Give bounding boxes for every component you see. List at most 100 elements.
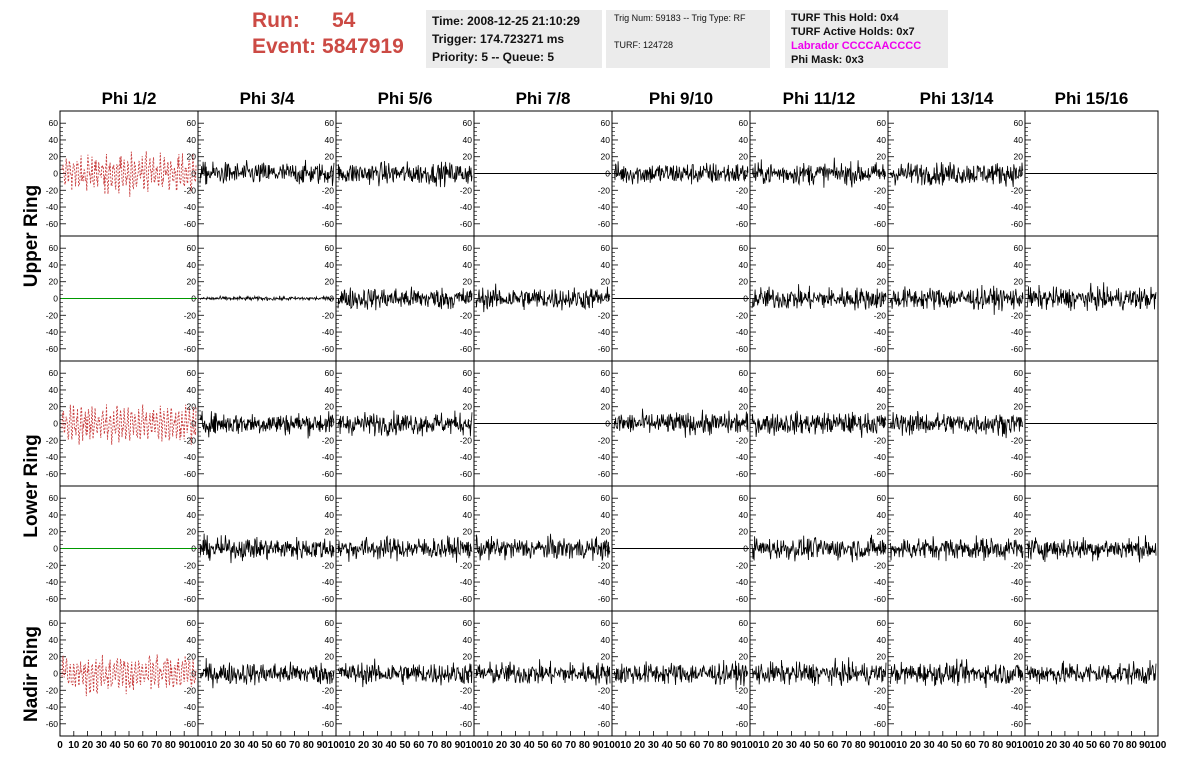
x-tick-label: 70 bbox=[1113, 740, 1125, 751]
y-tick-label: 40 bbox=[739, 260, 749, 270]
y-tick-label: -20 bbox=[598, 685, 611, 695]
y-tick-label: -20 bbox=[46, 435, 59, 445]
y-tick-label: -20 bbox=[184, 435, 197, 445]
x-tick-label: 60 bbox=[275, 740, 287, 751]
panel-r4-c7: 60 40 20 0 -20 -40 -60 bbox=[874, 485, 1026, 612]
column-title-6: Phi 11/12 bbox=[783, 89, 856, 108]
y-tick-label: -20 bbox=[322, 435, 335, 445]
panel-r1-c7: 60 40 20 0 -20 -40 -60 bbox=[874, 110, 1026, 237]
y-tick-label: 40 bbox=[1014, 385, 1024, 395]
y-tick-label: -60 bbox=[598, 469, 611, 479]
y-tick-label: 60 bbox=[49, 368, 59, 378]
x-tick-label: 90 bbox=[179, 740, 191, 751]
y-tick-label: 60 bbox=[877, 368, 887, 378]
panel-r2-c8: 60 40 20 0 -20 -40 -60 bbox=[1011, 235, 1159, 362]
y-tick-label: 0 bbox=[743, 544, 748, 554]
turf-text: TURF: 124728 bbox=[614, 40, 674, 50]
y-tick-label: 40 bbox=[739, 135, 749, 145]
x-tick-label: 10 bbox=[896, 740, 908, 751]
y-tick-label: 60 bbox=[187, 493, 197, 503]
x-tick-label: 90 bbox=[317, 740, 329, 751]
panel-frame bbox=[59, 110, 199, 237]
y-tick-label: -60 bbox=[184, 719, 197, 729]
waveform-trace bbox=[337, 658, 473, 688]
y-tick-label: 40 bbox=[1014, 135, 1024, 145]
panel-r1-c1: 60 40 20 0 -20 -40 -60 bbox=[46, 110, 199, 237]
waveform-trace bbox=[337, 535, 473, 563]
y-tick-label: 40 bbox=[325, 135, 335, 145]
ring-title-1: Upper Ring bbox=[21, 185, 42, 287]
y-tick-label: -60 bbox=[736, 719, 749, 729]
y-tick-label: 60 bbox=[463, 118, 473, 128]
y-tick-label: 60 bbox=[463, 493, 473, 503]
y-tick-label: -40 bbox=[322, 452, 335, 462]
y-tick-label: -40 bbox=[322, 577, 335, 587]
y-tick-label: 20 bbox=[601, 652, 611, 662]
y-tick-label: 0 bbox=[53, 419, 58, 429]
column-title-2: Phi 3/4 bbox=[240, 89, 295, 108]
y-tick-label: 40 bbox=[1014, 260, 1024, 270]
time-text: Time: 2008-12-25 21:10:29 bbox=[432, 14, 580, 28]
y-tick-label: -60 bbox=[1011, 719, 1024, 729]
y-tick-label: 60 bbox=[1014, 368, 1024, 378]
y-tick-label: -60 bbox=[1011, 594, 1024, 604]
labrador-text: Labrador CCCCAACCCC bbox=[791, 40, 922, 52]
y-tick-label: -20 bbox=[874, 685, 887, 695]
panel-r2-c5: 60 40 20 0 -20 -40 -60 bbox=[598, 235, 751, 362]
y-tick-label: 0 bbox=[743, 669, 748, 679]
y-tick-label: 60 bbox=[187, 118, 197, 128]
y-tick-label: 60 bbox=[49, 243, 59, 253]
y-tick-label: -40 bbox=[184, 577, 197, 587]
y-tick-label: -20 bbox=[1011, 685, 1024, 695]
y-tick-label: -60 bbox=[1011, 219, 1024, 229]
panel-r1-c6: 60 40 20 0 -20 -40 -60 bbox=[736, 110, 889, 237]
y-tick-label: 60 bbox=[739, 493, 749, 503]
y-tick-label: 0 bbox=[743, 419, 748, 429]
y-tick-label: 40 bbox=[187, 385, 197, 395]
panel-r5-c4: 60 40 20 0 -20 -40 -60 bbox=[460, 610, 613, 737]
panel-frame bbox=[887, 110, 1026, 237]
y-tick-label: -20 bbox=[736, 435, 749, 445]
panel-frame bbox=[335, 610, 475, 737]
column-title-1: Phi 1/2 bbox=[102, 89, 157, 108]
x-tick-label: 80 bbox=[303, 740, 315, 751]
x-tick-label: 50 bbox=[261, 740, 273, 751]
panel-r3-c4: 60 40 20 0 -20 -40 -60 bbox=[460, 360, 613, 487]
y-tick-label: 0 bbox=[467, 169, 472, 179]
y-tick-label: -40 bbox=[1011, 202, 1024, 212]
y-tick-label: 0 bbox=[467, 544, 472, 554]
y-tick-label: 20 bbox=[739, 277, 749, 287]
panel-r4-c3: 60 40 20 0 -20 -40 -60 bbox=[322, 485, 475, 612]
waveform-trace bbox=[751, 534, 887, 563]
panel-r2-c6: 60 40 20 0 -20 -40 -60 bbox=[736, 235, 889, 362]
waveform-trace bbox=[889, 410, 1024, 439]
x-tick-label: 10 bbox=[758, 740, 770, 751]
y-tick-label: 60 bbox=[877, 243, 887, 253]
y-tick-label: 40 bbox=[877, 635, 887, 645]
y-tick-label: -20 bbox=[874, 310, 887, 320]
y-tick-label: -60 bbox=[736, 219, 749, 229]
y-tick-label: -20 bbox=[874, 560, 887, 570]
y-tick-label: -40 bbox=[1011, 577, 1024, 587]
y-tick-label: 0 bbox=[605, 294, 610, 304]
y-tick-label: -20 bbox=[1011, 310, 1024, 320]
x-tick-label: 60 bbox=[1099, 740, 1111, 751]
x-tick-label: 90 bbox=[1139, 740, 1151, 751]
x-tick-label: 100 bbox=[328, 740, 345, 751]
turf-info-box: TURF This Hold: 0x4 TURF Active Holds: 0… bbox=[785, 10, 948, 68]
waveform-trace bbox=[889, 161, 1024, 187]
x-tick-label: 80 bbox=[579, 740, 591, 751]
y-tick-label: 0 bbox=[191, 294, 196, 304]
y-tick-label: -40 bbox=[598, 577, 611, 587]
y-tick-label: -60 bbox=[874, 344, 887, 354]
y-tick-label: -40 bbox=[46, 327, 59, 337]
x-tick-label: 0 bbox=[57, 740, 63, 751]
y-tick-label: -20 bbox=[322, 310, 335, 320]
x-tick-label: 70 bbox=[565, 740, 577, 751]
turf-this-hold-text: TURF This Hold: 0x4 bbox=[791, 12, 899, 24]
y-tick-label: -20 bbox=[598, 435, 611, 445]
y-tick-label: -60 bbox=[874, 469, 887, 479]
x-tick-label: 20 bbox=[634, 740, 646, 751]
event-value: 5847919 bbox=[322, 35, 404, 58]
y-tick-label: 40 bbox=[49, 260, 59, 270]
